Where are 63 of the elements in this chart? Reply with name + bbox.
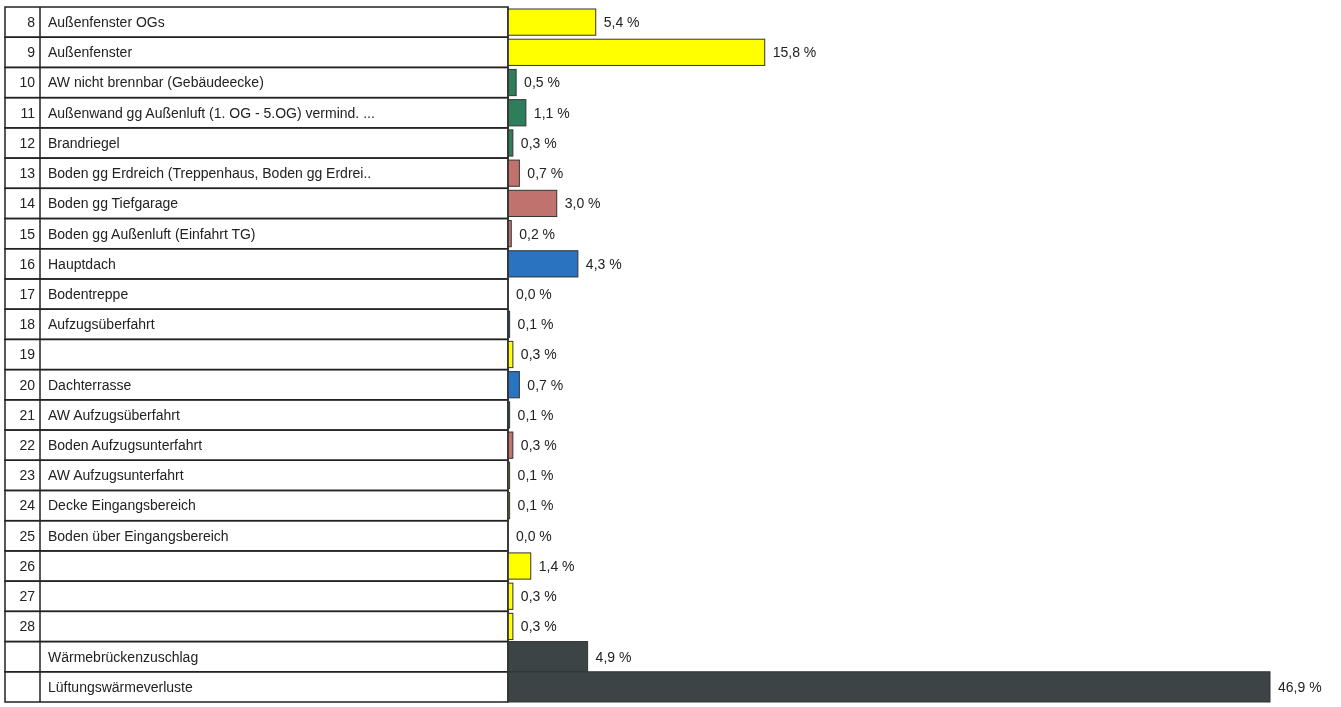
y2-tick-label: 25 <box>19 527 36 544</box>
data-label: 4,3 % <box>585 255 622 272</box>
y-tick-label: Außenfenster OGs <box>48 14 165 31</box>
data-label: 0,7 % <box>527 376 564 393</box>
y-tick-label: AW Aufzugsunterfahrt <box>48 467 184 484</box>
y2-tick-label: 21 <box>19 406 36 423</box>
y2-tick-label: 20 <box>19 376 36 393</box>
y2-tick-label: 23 <box>19 467 36 484</box>
y-tick-label: Hauptdach <box>48 255 116 272</box>
data-label: 0,5 % <box>524 74 560 91</box>
data-label: 0,1 % <box>517 497 554 514</box>
y-tick-label: AW Aufzugsüberfahrt <box>48 406 180 423</box>
data-label: 0,1 % <box>517 316 554 333</box>
y-tick-label: Dachterrasse <box>48 376 132 393</box>
data-label: 0,3 % <box>520 588 557 605</box>
data-label: 0,1 % <box>517 467 554 484</box>
y2-tick-label: 14 <box>19 195 36 212</box>
y2-tick-label: 9 <box>27 44 36 61</box>
data-label: 0,3 % <box>520 437 557 454</box>
y-tick-label: Boden über Eingangsbereich <box>48 527 229 544</box>
y-tick-label: Aufzugsüberfahrt <box>48 316 155 333</box>
data-label: 46,9 % <box>1278 678 1322 695</box>
y-tick-label: Bodentreppe <box>48 285 129 302</box>
data-label: 0,3 % <box>520 618 557 635</box>
data-label: 1,1 % <box>533 104 570 121</box>
y-tick-label: Boden gg Außenluft (Einfahrt TG) <box>48 225 256 242</box>
y-tick-label: Lüftungswärmeverluste <box>48 678 193 695</box>
data-label: 0,2 % <box>519 225 556 242</box>
y-tick-label: Außenfenster <box>48 44 133 61</box>
data-label: 0,0 % <box>516 527 552 544</box>
y-tick-label: Außenwand gg Außenluft (1. OG - 5.OG) vermind. ... <box>48 104 375 121</box>
data-label: 15,8 % <box>772 44 817 61</box>
y-tick-label: Wärmebrückenzuschlag <box>48 648 199 665</box>
y2-tick-label: 15 <box>19 225 36 242</box>
data-label: 4,9 % <box>595 648 632 665</box>
y-tick-label: AW nicht brennbar (Gebäudeecke) <box>48 74 264 91</box>
y-tick-label: Boden gg Tiefgarage <box>48 195 179 212</box>
y2-tick-label: 28 <box>19 618 36 635</box>
y2-tick-label: 26 <box>19 557 36 574</box>
data-label: 1,4 % <box>538 557 575 574</box>
y2-tick-label: 12 <box>19 134 36 151</box>
data-label: 0,3 % <box>520 346 557 363</box>
y2-tick-label: 10 <box>19 74 36 91</box>
data-label: 5,4 % <box>603 14 640 31</box>
y2-tick-label: 13 <box>19 165 36 182</box>
data-label: 3,0 % <box>564 195 601 212</box>
y2-tick-label: 18 <box>19 316 36 333</box>
data-label: 0,0 % <box>516 285 552 302</box>
y-tick-label: Decke Eingangsbereich <box>48 497 196 514</box>
y2-tick-label: 8 <box>27 14 36 31</box>
y2-tick-label: 24 <box>19 497 36 514</box>
y2-tick-label: 16 <box>19 255 36 272</box>
y-tick-label: Boden Aufzugsunterfahrt <box>48 437 203 454</box>
y2-tick-label: 22 <box>19 437 36 454</box>
y2-tick-label: 17 <box>19 285 36 302</box>
data-label: 0,7 % <box>527 165 564 182</box>
y2-tick-label: 27 <box>19 588 36 605</box>
data-label: 0,1 % <box>517 406 554 423</box>
data-label: 0,3 % <box>520 134 557 151</box>
y-tick-label: Boden gg Erdreich (Treppenhaus, Boden gg Erdrei.. <box>48 165 372 182</box>
y2-tick-label: 11 <box>20 104 36 121</box>
y2-tick-label: 19 <box>19 346 36 363</box>
y-tick-label: Brandriegel <box>48 134 120 151</box>
